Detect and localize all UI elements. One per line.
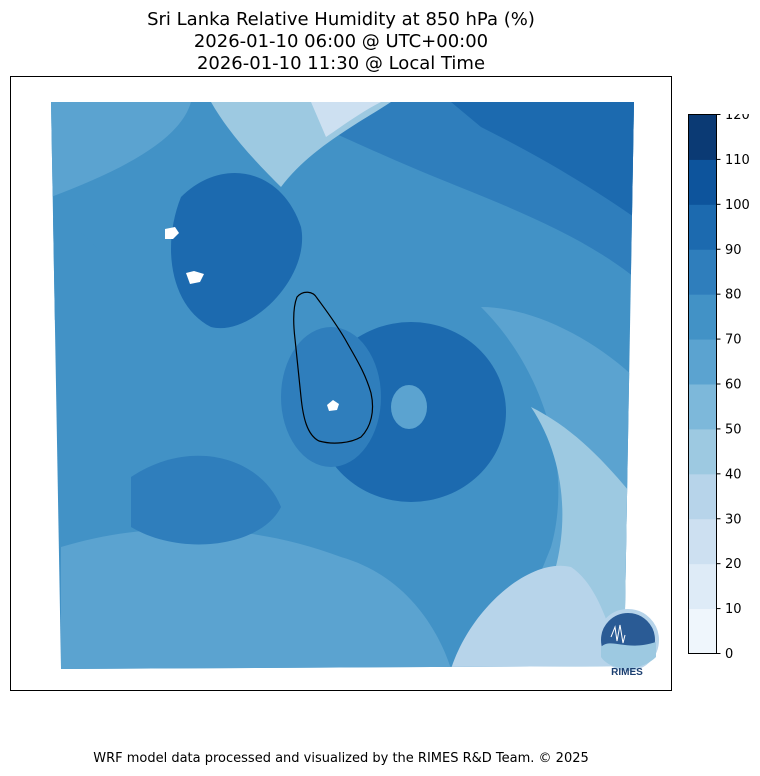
colorbar-tick-label: 10 xyxy=(725,602,742,617)
colorbar-tick-label: 50 xyxy=(725,422,742,437)
humidity-field: RIMES xyxy=(51,102,659,678)
field-west-edge xyxy=(51,217,113,327)
field-dry-north-core xyxy=(311,102,381,137)
colorbar-level-1 xyxy=(688,563,717,610)
colorbar-tick-label: 0 xyxy=(725,647,733,662)
colorbar-tick-label: 70 xyxy=(725,333,742,348)
colorbar-tick-label: 60 xyxy=(725,378,742,393)
colorbar-tick-label: 110 xyxy=(725,153,750,168)
colorbar-tick-label: 80 xyxy=(725,288,742,303)
field-band-ne xyxy=(51,102,634,277)
field-island-area xyxy=(281,327,381,467)
missing-patch xyxy=(186,271,204,284)
missing-patch xyxy=(165,227,179,239)
colorbar-tick-label: 100 xyxy=(725,198,750,213)
colorbar-level-2 xyxy=(688,518,717,565)
chart-title-line-3: 2026-01-10 11:30 @ Local Time xyxy=(196,53,486,74)
colorbar-level-11 xyxy=(688,114,717,160)
field-west-core xyxy=(171,173,303,329)
field-south xyxy=(61,528,451,669)
field-nw xyxy=(51,102,191,197)
colorbar-level-5 xyxy=(688,384,717,430)
colorbar-level-9 xyxy=(688,204,717,250)
colorbar-level-4 xyxy=(688,428,717,475)
colorbar-level-0 xyxy=(688,608,717,654)
field-sw-core xyxy=(131,455,281,545)
footer-credit: WRF model data processed and visualized … xyxy=(93,751,589,766)
colorbar-tick-label: 40 xyxy=(725,467,742,482)
field-se-driest xyxy=(451,565,624,669)
colorbar-tick-label: 90 xyxy=(725,243,742,258)
rimes-logo: RIMES xyxy=(597,609,659,678)
chart-title-line-1: Sri Lanka Relative Humidity at 850 hPa (… xyxy=(147,9,535,30)
colorbar-level-3 xyxy=(688,473,717,520)
colorbar-tick-label: 20 xyxy=(725,557,742,572)
missing-patch xyxy=(327,400,339,411)
colorbar: 0 10 20 30 40 50 60 70 80 90 100 110 120 xyxy=(688,114,750,662)
map-axes: RIMES xyxy=(10,76,672,691)
field-eye xyxy=(391,385,427,429)
colorbar-tick-label: 120 xyxy=(725,114,750,123)
sri-lanka-coastline xyxy=(293,291,374,444)
colorbar-level-7 xyxy=(688,294,717,340)
colorbar-level-6 xyxy=(688,339,717,385)
chart-title-line-2: 2026-01-10 06:00 @ UTC+00:00 xyxy=(193,31,489,52)
field-band-ne-dark xyxy=(451,102,634,217)
colorbar-level-8 xyxy=(688,249,717,295)
colorbar-tick-label: 30 xyxy=(725,512,742,527)
logo-text: RIMES xyxy=(611,667,643,678)
colorbar-level-10 xyxy=(688,159,717,205)
